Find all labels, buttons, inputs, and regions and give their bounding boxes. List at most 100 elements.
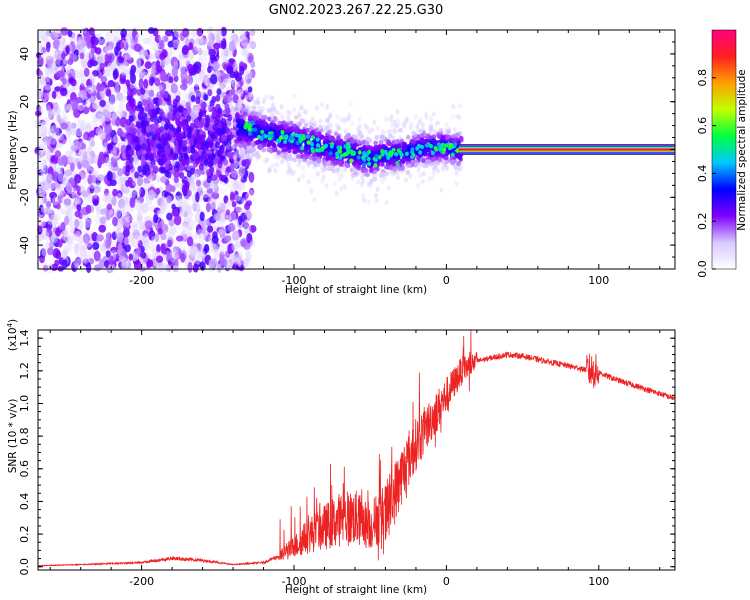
spectrogram-cell (402, 123, 407, 129)
spectrogram-cell (401, 159, 406, 165)
spectrogram-cell (142, 181, 151, 191)
spectrogram-cell (255, 139, 260, 145)
spectrogram-cell (69, 121, 78, 133)
spectrogram-cell (232, 230, 240, 241)
spectrogram-cell (67, 235, 74, 245)
spectrogram-cell (119, 221, 126, 228)
spectrogram-cell (116, 92, 124, 102)
spectrogram-cell (61, 208, 66, 215)
spectrogram-cell (165, 56, 171, 66)
spectrogram-cell (248, 114, 253, 120)
spectrogram-cell (234, 106, 239, 112)
spectrogram-cell (153, 47, 160, 58)
spectrogram-cell (318, 124, 323, 130)
spectrogram-cell (88, 27, 95, 36)
spectrogram-cell (315, 170, 320, 176)
spectrogram-cell (297, 158, 302, 164)
spectrogram-cell (366, 156, 371, 162)
spectrogram-cell (221, 134, 227, 142)
spectrogram-cell (207, 160, 213, 168)
spectrogram-cell (370, 127, 375, 133)
spectrogram-cell (164, 163, 170, 170)
spectrogram-cell (119, 203, 127, 213)
spectrogram-cell (413, 162, 419, 168)
spectrogram-cell (94, 113, 99, 122)
spectrogram-cell (207, 65, 212, 74)
spectrogram-cell (64, 215, 70, 226)
spectrogram-cell (117, 242, 123, 251)
spectrogram-cell (159, 201, 168, 211)
spectrogram-cell (61, 259, 68, 270)
spectrogram-cell (404, 151, 409, 156)
spectrogram-cell (404, 116, 409, 122)
spectrogram-cell (233, 257, 240, 265)
spectrogram-cell (143, 233, 149, 241)
spectrogram-cell (51, 196, 60, 206)
spectrogram-cell (230, 88, 236, 96)
spectrogram-cell (184, 181, 190, 189)
spectrogram-cell (156, 143, 162, 151)
spectrogram-cell (339, 186, 344, 192)
spectrogram-cell (115, 117, 121, 127)
spectrogram-cell (219, 187, 227, 194)
spectrogram-cell (240, 35, 249, 47)
spectrogram-cell (120, 176, 127, 183)
spectrogram-cell (175, 95, 181, 103)
spectrogram-cell (356, 125, 361, 132)
spectrogram-cell (378, 139, 384, 145)
spectrogram-cell (186, 131, 192, 139)
spectrogram-cell (134, 201, 143, 212)
spectrogram-cell (195, 88, 200, 97)
spectrogram-cell (388, 133, 393, 139)
spectrogram-cell (92, 185, 101, 194)
spectrogram-cell (182, 124, 188, 132)
spectrogram-cell (128, 253, 134, 261)
spectrogram-cell (230, 79, 236, 90)
spectrogram-cell (119, 41, 125, 49)
spectrogram-cell (225, 108, 231, 116)
spectrogram-cell (69, 225, 75, 233)
spectrogram-cell (199, 70, 206, 77)
spectrogram-cell (54, 101, 59, 112)
spectrogram-cell (113, 35, 119, 43)
spectrogram-cell (211, 96, 217, 103)
spectrogram-cell (109, 179, 117, 187)
spectrogram-cell (84, 220, 91, 228)
spectrogram-cell (408, 125, 413, 131)
spectrogram-cell (351, 168, 357, 174)
spectrogram-cell (44, 66, 51, 75)
spectrogram-cell (325, 118, 330, 123)
spectrogram-cell (114, 84, 120, 95)
spectrogram-cell (87, 87, 94, 95)
spectrogram-cell (392, 167, 397, 172)
spectrogram-cell (82, 243, 88, 254)
spectrogram-cell (73, 230, 82, 242)
spectrogram-cell (133, 43, 142, 52)
spectrogram-cell (99, 216, 107, 225)
spectrogram-cell (169, 47, 175, 58)
spectrogram-cell (231, 243, 239, 252)
spectrogram-cell (112, 36, 119, 45)
spectrogram-cell (81, 159, 90, 169)
spectrogram-cell (308, 159, 314, 165)
spectrogram-cell (55, 250, 62, 260)
spectrogram-cell (173, 176, 179, 184)
spectrogram-cell (39, 74, 45, 85)
spectrogram-cell (67, 208, 74, 219)
spectrogram-cell (46, 173, 53, 184)
spectrogram-cell (153, 213, 159, 224)
spectrogram-cell (139, 106, 145, 114)
spectrogram-cell (86, 193, 93, 204)
spectrogram-cell (252, 115, 257, 121)
spectrogram-cell (39, 194, 45, 206)
spectrogram-cell (411, 130, 416, 136)
spectrogram-cell (45, 104, 51, 114)
spectrogram-cell (44, 115, 52, 122)
spectrogram-cell (231, 32, 238, 43)
spectrogram-cell (58, 136, 64, 144)
spectrogram-cell (262, 158, 267, 164)
spectrogram-cell (134, 171, 140, 179)
spectrogram-cell (239, 114, 244, 120)
spectrogram-cell (202, 194, 209, 203)
spectrogram-cell (217, 150, 222, 158)
